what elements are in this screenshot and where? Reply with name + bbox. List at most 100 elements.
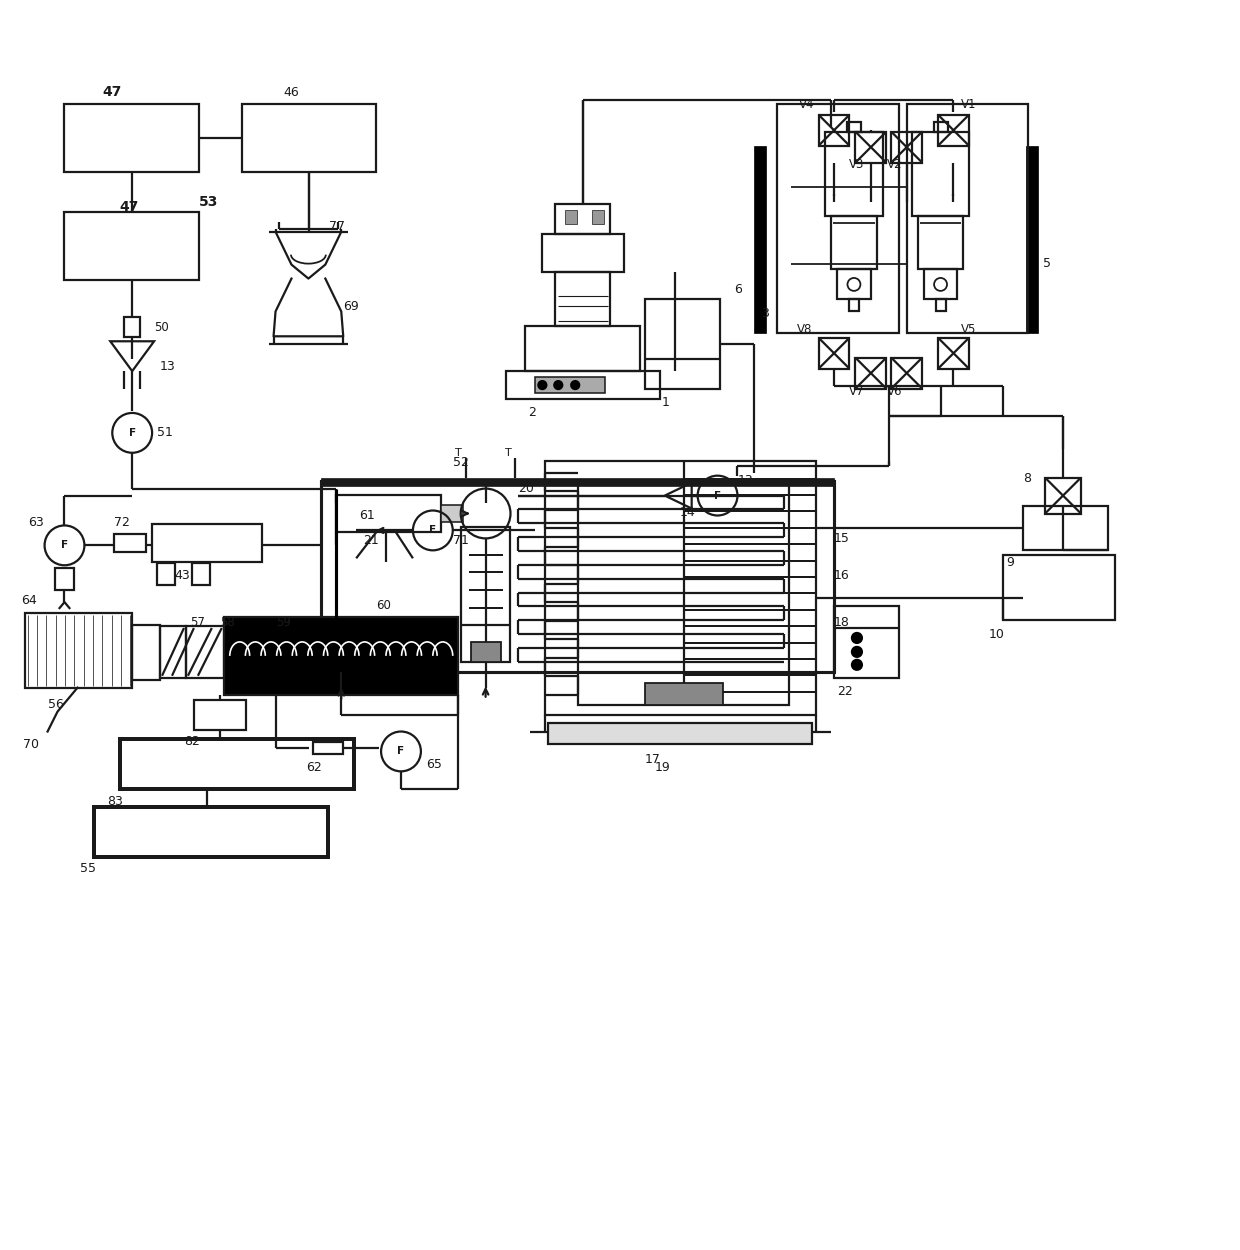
Text: T: T bbox=[505, 448, 512, 458]
Text: 22: 22 bbox=[837, 685, 853, 699]
Bar bbox=[157, 564, 175, 585]
Circle shape bbox=[538, 381, 547, 389]
Text: F: F bbox=[398, 746, 404, 756]
Bar bbox=[918, 216, 963, 269]
Bar bbox=[64, 104, 198, 172]
Text: 57: 57 bbox=[190, 615, 205, 629]
Bar bbox=[856, 131, 887, 162]
Text: F: F bbox=[129, 428, 135, 438]
Text: 13: 13 bbox=[160, 360, 176, 372]
Bar bbox=[25, 612, 133, 688]
Text: 47: 47 bbox=[103, 85, 122, 100]
Bar bbox=[565, 210, 577, 224]
Bar bbox=[124, 318, 140, 338]
Circle shape bbox=[554, 381, 562, 389]
Bar bbox=[847, 122, 861, 132]
Bar bbox=[542, 234, 624, 271]
Text: 63: 63 bbox=[27, 516, 43, 529]
Bar bbox=[556, 271, 610, 326]
Text: V2: V2 bbox=[887, 158, 903, 170]
Text: 65: 65 bbox=[425, 758, 441, 771]
Bar bbox=[336, 495, 440, 532]
Bar bbox=[849, 300, 859, 311]
Text: 70: 70 bbox=[22, 738, 38, 751]
Bar bbox=[892, 357, 923, 389]
Bar bbox=[578, 484, 789, 705]
Text: 13: 13 bbox=[738, 474, 753, 488]
Bar bbox=[114, 535, 146, 552]
Text: V8: V8 bbox=[797, 322, 812, 336]
Text: 20: 20 bbox=[518, 482, 534, 495]
Circle shape bbox=[852, 660, 862, 670]
Bar bbox=[1045, 478, 1081, 514]
Bar bbox=[777, 104, 899, 334]
Text: 64: 64 bbox=[21, 594, 36, 606]
Text: F: F bbox=[61, 540, 68, 550]
Text: 58: 58 bbox=[219, 615, 234, 629]
Bar bbox=[223, 618, 458, 695]
Bar bbox=[526, 326, 640, 371]
Bar bbox=[55, 569, 74, 590]
Text: F: F bbox=[714, 490, 722, 500]
Bar bbox=[754, 146, 766, 334]
Text: 56: 56 bbox=[47, 699, 63, 711]
Text: 14: 14 bbox=[680, 506, 696, 519]
Text: 19: 19 bbox=[655, 761, 671, 774]
Bar bbox=[133, 625, 160, 680]
Bar bbox=[835, 606, 899, 678]
Text: 18: 18 bbox=[835, 615, 849, 629]
Bar bbox=[825, 132, 883, 216]
Bar bbox=[548, 722, 812, 745]
Text: 6: 6 bbox=[734, 282, 743, 296]
Text: 17: 17 bbox=[645, 752, 661, 766]
Text: 62: 62 bbox=[306, 761, 322, 774]
Bar bbox=[471, 642, 501, 661]
Text: 43: 43 bbox=[174, 569, 190, 581]
Bar bbox=[593, 210, 604, 224]
Text: V3: V3 bbox=[849, 158, 864, 170]
Bar bbox=[906, 104, 1028, 334]
Bar bbox=[939, 115, 968, 146]
Text: V7: V7 bbox=[849, 385, 864, 398]
Text: 10: 10 bbox=[988, 629, 1004, 641]
Bar bbox=[94, 808, 329, 858]
Bar bbox=[1023, 505, 1107, 550]
Bar bbox=[939, 338, 968, 369]
Circle shape bbox=[852, 648, 862, 656]
Bar bbox=[856, 357, 887, 389]
Bar bbox=[556, 204, 610, 234]
Bar bbox=[546, 461, 816, 715]
Text: 52: 52 bbox=[453, 456, 469, 469]
Text: V5: V5 bbox=[961, 322, 976, 336]
Bar bbox=[934, 122, 947, 132]
Bar bbox=[924, 269, 957, 300]
Bar bbox=[120, 740, 355, 789]
Text: 46: 46 bbox=[284, 86, 299, 99]
Text: 9: 9 bbox=[1007, 556, 1014, 569]
Text: V6: V6 bbox=[887, 385, 903, 398]
Text: V4: V4 bbox=[800, 98, 815, 111]
Bar bbox=[321, 481, 835, 671]
Bar bbox=[64, 211, 198, 280]
Bar bbox=[186, 626, 223, 678]
Bar bbox=[193, 700, 246, 730]
Bar bbox=[818, 115, 849, 146]
Text: 47: 47 bbox=[119, 200, 139, 214]
Text: 69: 69 bbox=[343, 300, 360, 312]
Text: 2: 2 bbox=[528, 406, 536, 420]
Bar bbox=[192, 564, 210, 585]
Text: 8: 8 bbox=[1023, 472, 1032, 485]
Text: 50: 50 bbox=[154, 321, 169, 334]
Bar bbox=[440, 505, 463, 522]
Bar bbox=[536, 378, 605, 392]
Text: 82: 82 bbox=[184, 735, 200, 748]
Text: 77: 77 bbox=[330, 220, 345, 234]
Text: 51: 51 bbox=[157, 426, 172, 439]
Text: 55: 55 bbox=[81, 862, 97, 875]
Text: 16: 16 bbox=[835, 569, 849, 581]
Text: 15: 15 bbox=[835, 532, 849, 545]
Circle shape bbox=[852, 632, 862, 642]
Bar bbox=[837, 269, 870, 300]
Bar bbox=[831, 216, 877, 269]
Bar bbox=[892, 131, 923, 162]
